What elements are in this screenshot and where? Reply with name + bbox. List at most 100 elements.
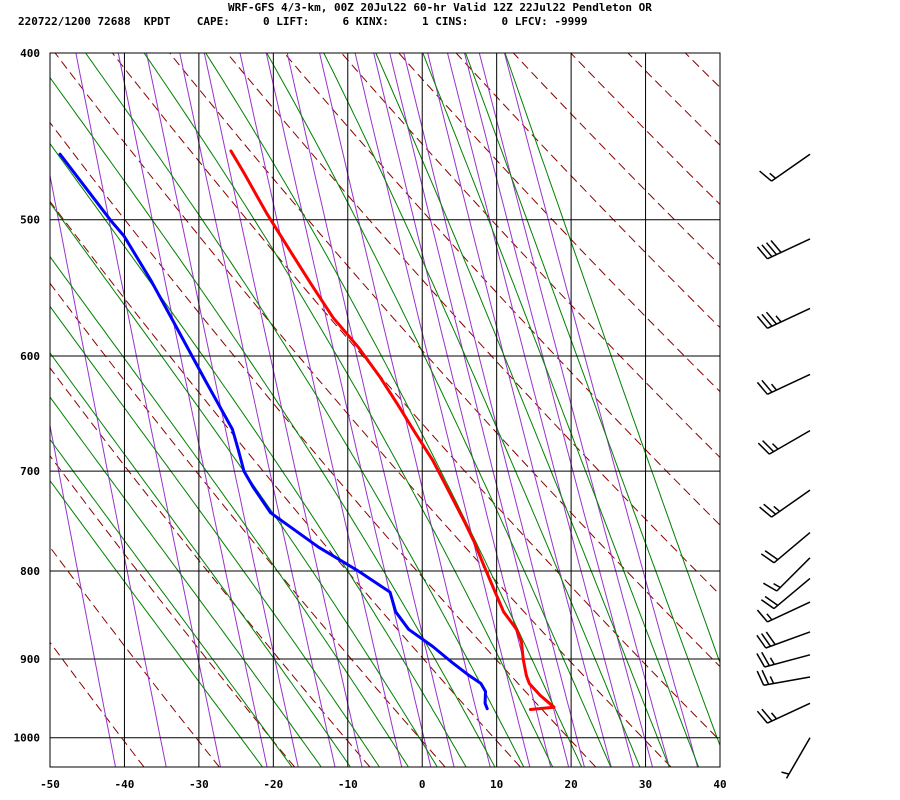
moist-adiabat-line (50, 352, 351, 767)
mixing-ratio-line (75, 53, 221, 767)
wind-barb (756, 307, 811, 329)
wind-barb-strokes (756, 601, 811, 623)
wind-barb (757, 429, 811, 455)
moist-adiabat-line (50, 305, 380, 767)
wind-barb-strokes (756, 307, 811, 329)
dry-adiabat-line (455, 53, 720, 329)
moist-adiabat-line (50, 438, 293, 767)
wind-barb-strokes (759, 489, 811, 518)
chart-header: WRF-GFS 4/3-km, 00Z 20Jul22 60-hr Valid … (0, 0, 900, 32)
moist-adiabat-line (375, 53, 670, 767)
y-tick-label: 500 (20, 214, 40, 227)
dry-adiabat-line (627, 53, 720, 146)
wind-barb (756, 702, 811, 724)
dewpoint-profile-line (58, 152, 489, 711)
dry-adiabat-line (112, 53, 720, 742)
wind-barb (756, 631, 811, 649)
dry-adiabat-line (50, 641, 145, 767)
wind-barb (756, 601, 811, 623)
y-tick-label: 700 (20, 465, 40, 478)
wind-barb-strokes (756, 702, 811, 724)
dry-adiabat-line (50, 200, 521, 767)
mixing-ratio-line (403, 53, 585, 767)
dry-adiabat-line (570, 53, 720, 206)
wind-barb-strokes (781, 737, 811, 779)
moist-adiabat-line (50, 479, 263, 767)
mixing-ratio-line (265, 53, 432, 767)
profile-lines (58, 149, 556, 711)
dry-adiabat-line (169, 53, 720, 668)
moist-adiabat-line (85, 53, 525, 767)
moist-adiabat-line (266, 53, 612, 767)
wind-barb (760, 577, 811, 610)
mixing-ratio-line (319, 53, 491, 767)
mixing-ratio-line (146, 53, 299, 767)
x-tick-label: 10 (490, 778, 503, 791)
x-tick-label: -40 (115, 778, 135, 791)
moist-adiabat-line (50, 76, 496, 767)
moist-adiabat-line (50, 396, 322, 767)
dry-adiabat-line (226, 53, 720, 596)
moist-adiabat-line (323, 53, 641, 767)
x-tick-label: -10 (338, 778, 358, 791)
dry-adiabat-line (50, 367, 371, 767)
x-tick-label: 0 (419, 778, 426, 791)
mixing-ratio-line (464, 53, 653, 767)
chart-title: WRF-GFS 4/3-km, 00Z 20Jul22 60-hr Valid … (228, 1, 652, 14)
x-tick-label: -30 (189, 778, 209, 791)
dry-adiabat-line (50, 454, 295, 767)
mixing-ratio-line (504, 53, 699, 767)
y-tick-label: 400 (20, 47, 40, 60)
y-tick-label: 1000 (14, 732, 41, 745)
mixing-ratio-line (203, 53, 363, 767)
wind-barb-strokes (756, 669, 811, 686)
wind-barb (781, 737, 811, 779)
wind-barb (756, 669, 811, 686)
grid-lines (50, 53, 720, 767)
moist-adiabat-line (422, 53, 699, 767)
wind-barb-strokes (756, 373, 811, 395)
dry-adiabat-line (857, 53, 900, 767)
x-tick-label: -50 (40, 778, 60, 791)
plot-frame (49, 52, 721, 768)
x-tick-label: -20 (263, 778, 283, 791)
wind-barbs (756, 153, 811, 779)
mixing-ratio-line (478, 53, 670, 767)
wind-barb-strokes (756, 631, 811, 649)
wind-barb-strokes (759, 153, 811, 182)
y-tick-label: 600 (20, 350, 40, 363)
wind-barb (756, 651, 811, 668)
dry-adiabat-line (50, 546, 220, 767)
moist-adiabat-line (205, 53, 583, 767)
dry-adiabat-line (54, 53, 672, 767)
moist-adiabat-line (143, 53, 554, 767)
wind-barb-strokes (756, 651, 811, 668)
x-tick-label: 30 (639, 778, 652, 791)
mixing-ratio-line (239, 53, 403, 767)
dry-adiabat-line (800, 53, 900, 767)
moist-adiabat-line (504, 53, 720, 665)
mixing-ratio-line (50, 423, 116, 767)
x-tick-label: 20 (564, 778, 577, 791)
mixing-ratio-line (286, 53, 455, 767)
x-tick-label: 40 (713, 778, 726, 791)
dry-adiabat-line (283, 53, 720, 526)
moist-adiabat-line (50, 142, 467, 767)
mixing-ratio-line (50, 172, 167, 767)
wind-barb-strokes (763, 557, 811, 592)
moist-adiabat-line (465, 53, 720, 747)
wind-barb-strokes (760, 577, 811, 610)
wind-barb-strokes (756, 238, 811, 260)
wind-barb (756, 238, 811, 260)
temperature-profile-line (229, 149, 556, 711)
moist-adiabat-line (50, 255, 409, 767)
wind-barb (760, 532, 811, 564)
axis-tick-labels: 400 500 600 700 800 900 1000 -50 -40 -30 -20 -10 0 10… (14, 47, 727, 791)
wind-barb (759, 153, 811, 182)
wind-barb-strokes (760, 532, 811, 564)
mixing-ratio-line (179, 53, 336, 767)
y-tick-label: 800 (20, 565, 40, 578)
dry-adiabat-line (398, 53, 720, 393)
sounding-indices: 220722/1200 72688 KPDT CAPE: 0 LIFT: 6 K… (18, 15, 588, 28)
